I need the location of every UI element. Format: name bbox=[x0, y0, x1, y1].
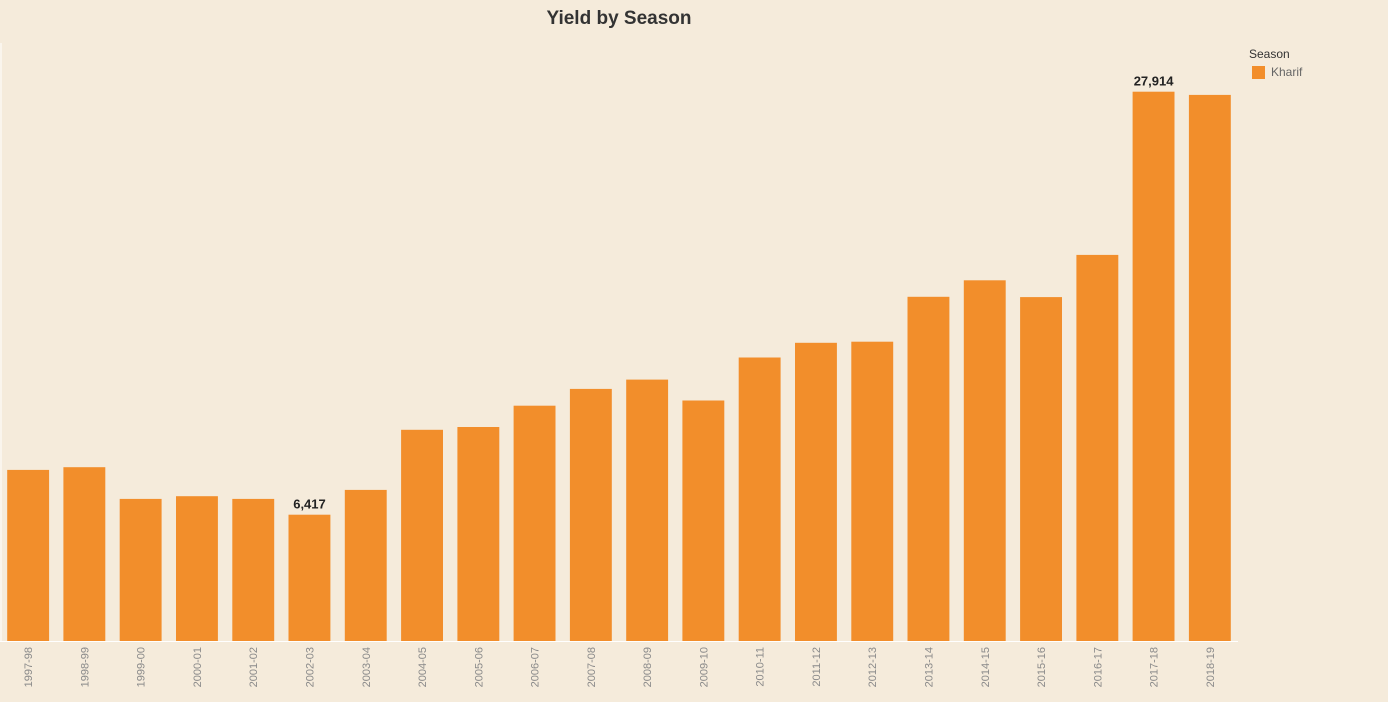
bar-2015-16[interactable] bbox=[1020, 297, 1062, 641]
chart-title: Yield by Season bbox=[546, 8, 692, 29]
x-tick-label: 2006-07 bbox=[530, 647, 542, 687]
x-tick-label: 2009-10 bbox=[698, 647, 710, 687]
x-tick-label: 2002-03 bbox=[305, 647, 317, 687]
bar-2006-07[interactable] bbox=[513, 405, 556, 641]
bar-2007-08[interactable] bbox=[569, 388, 612, 641]
x-tick-label: 2010-11 bbox=[755, 647, 767, 687]
bar-1998-99[interactable] bbox=[63, 467, 106, 641]
x-tick-label: 2003-04 bbox=[361, 647, 373, 687]
x-tick-label: 2017-18 bbox=[1149, 647, 1161, 687]
x-tick-label: 2016-17 bbox=[1092, 647, 1104, 687]
data-label-2017-18: 27,914 bbox=[1134, 74, 1175, 89]
bar-1997-98[interactable] bbox=[7, 469, 50, 641]
bar-2018-19[interactable] bbox=[1188, 94, 1231, 641]
bar-2011-12[interactable] bbox=[795, 342, 837, 641]
data-label-2002-03: 6,417 bbox=[293, 497, 326, 512]
x-tick-label: 2013-14 bbox=[924, 647, 936, 687]
axes-group: 1997-98 1998-99 1999-00 2000-01 2001-02 2002-… bbox=[0, 43, 1238, 687]
x-tick-label: 2007-08 bbox=[586, 647, 598, 687]
x-tick-label: 2015-16 bbox=[1036, 647, 1048, 687]
x-tick-label: 2004-05 bbox=[417, 647, 429, 687]
x-tick-label: 2014-15 bbox=[980, 647, 992, 687]
x-tick-label: 2012-13 bbox=[867, 647, 879, 687]
x-tick-label: 2001-02 bbox=[248, 647, 260, 687]
x-tick-label: 1997-98 bbox=[23, 647, 35, 687]
legend: Season Kharif bbox=[1249, 47, 1302, 79]
bar-2009-10[interactable] bbox=[682, 400, 725, 642]
x-tick-label: 2005-06 bbox=[473, 647, 485, 687]
bar-2004-05[interactable] bbox=[401, 429, 443, 641]
bar-2008-09[interactable] bbox=[626, 379, 669, 641]
bar-2017-18[interactable] bbox=[1132, 91, 1175, 641]
labels-group: 6,417 27,914 bbox=[293, 74, 1174, 512]
bar-2005-06[interactable] bbox=[457, 427, 500, 641]
legend-swatch bbox=[1252, 65, 1265, 79]
bar-2001-02[interactable] bbox=[232, 498, 275, 641]
legend-item-kharif[interactable]: Kharif bbox=[1249, 65, 1302, 79]
x-tick-label: 2018-19 bbox=[1205, 647, 1217, 687]
x-tick-label: 2008-09 bbox=[642, 647, 654, 687]
legend-label: Kharif bbox=[1271, 65, 1303, 79]
x-tick-label: 2000-01 bbox=[192, 647, 204, 687]
bar-2002-03[interactable] bbox=[288, 514, 331, 641]
bar-2000-01[interactable] bbox=[176, 496, 218, 641]
bar-2010-11[interactable] bbox=[738, 357, 781, 642]
bar-2012-13[interactable] bbox=[851, 341, 894, 641]
x-tick-label: 2011-12 bbox=[811, 647, 823, 687]
bar-2003-04[interactable] bbox=[344, 489, 387, 641]
x-tick-label: 1999-00 bbox=[136, 647, 148, 687]
bar-2014-15[interactable] bbox=[963, 280, 1006, 641]
bar-2016-17[interactable] bbox=[1076, 254, 1119, 641]
bar-2013-14[interactable] bbox=[907, 296, 950, 641]
bar-1999-00[interactable] bbox=[119, 498, 162, 641]
legend-title: Season bbox=[1249, 47, 1290, 61]
bars-group bbox=[7, 91, 1231, 642]
x-tick-label: 1998-99 bbox=[79, 647, 91, 687]
